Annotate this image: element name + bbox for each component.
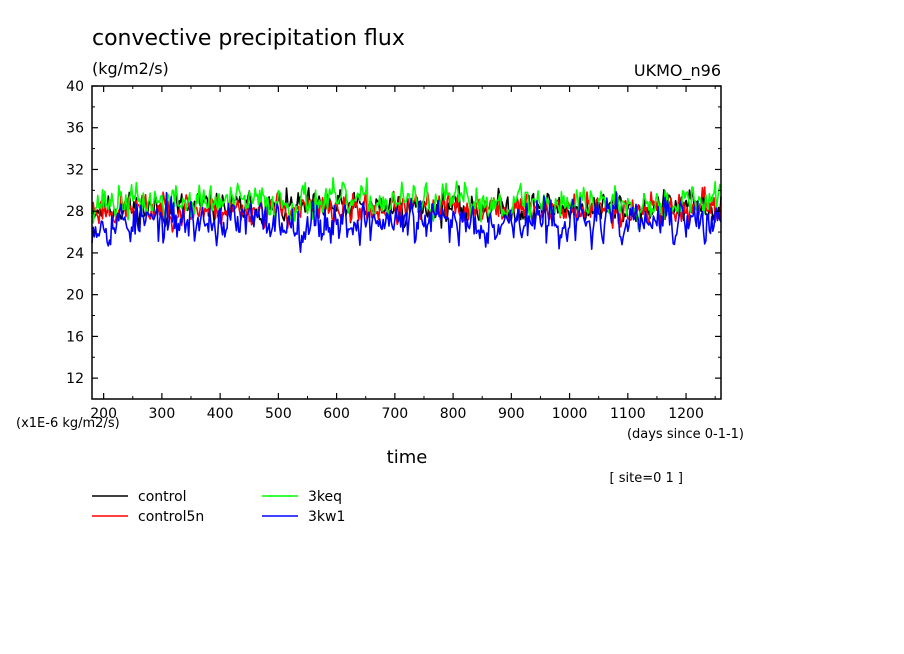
y-scale-note: (x1E-6 kg/m2/s): [16, 416, 120, 431]
y-tick-label: 20: [66, 288, 84, 304]
y-tick-label: 12: [66, 371, 84, 387]
site-note: [ site=0 1 ]: [610, 471, 683, 486]
x-tick-label: 900: [498, 406, 525, 422]
x-tick-label: 200: [90, 406, 117, 422]
x-tick-label: 700: [381, 406, 408, 422]
x-axis-title: time: [387, 447, 428, 468]
x-tick-label: 800: [440, 406, 467, 422]
x-tick-label: 1200: [668, 406, 704, 422]
chart-title: convective precipitation flux: [92, 26, 405, 51]
y-tick-label: 16: [66, 329, 84, 345]
x-tick-label: 300: [149, 406, 176, 422]
x-tick-label: 1100: [610, 406, 646, 422]
legend-label-3keq: 3keq: [308, 489, 342, 505]
legend-label-3kw1: 3kw1: [308, 509, 345, 525]
y-tick-label: 40: [66, 79, 84, 95]
x-tick-label: 1000: [552, 406, 588, 422]
x-tick-label: 400: [207, 406, 234, 422]
x-tick-label: 500: [265, 406, 292, 422]
y-axis: 12 16 20 24 28 32 36 40: [66, 79, 721, 387]
y-tick-label: 36: [66, 121, 84, 137]
x-units-label: (days since 0-1-1): [627, 427, 744, 442]
y-tick-label: 28: [66, 204, 84, 220]
series-layer: [91, 177, 722, 253]
legend-label-control5n: control5n: [138, 509, 204, 525]
model-label: UKMO_n96: [634, 61, 721, 81]
legend-label-control: control: [138, 489, 187, 505]
x-tick-label: 600: [323, 406, 350, 422]
chart-units: (kg/m2/s): [92, 59, 169, 78]
series-line-3kw1: [91, 191, 722, 253]
y-tick-label: 24: [66, 246, 84, 262]
legend: control control5n 3keq 3kw1: [92, 489, 345, 525]
x-axis: 200 300 400 500 600 700 800 900 1000 1100 1200: [90, 86, 716, 422]
plot-frame: [91, 85, 722, 400]
y-tick-label: 32: [66, 162, 84, 178]
